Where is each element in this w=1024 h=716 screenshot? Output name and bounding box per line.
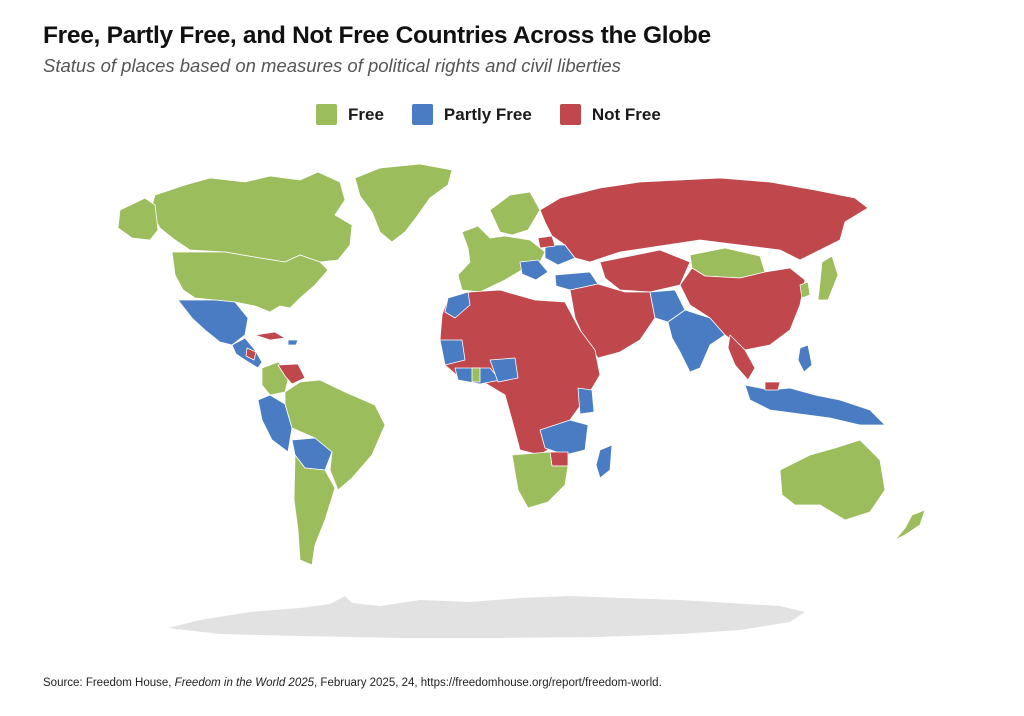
- source-suffix: , February 2025, 24, https://freedomhous…: [314, 677, 662, 689]
- argentina-chile: [293, 454, 336, 566]
- united-states: [171, 251, 329, 313]
- legend-label-free: Free: [348, 104, 384, 124]
- chart-subtitle: Status of places based on measures of po…: [43, 55, 621, 76]
- madagascar: [595, 444, 613, 479]
- western-europe: [457, 225, 546, 293]
- zimbabwe: [549, 451, 569, 467]
- canada: [149, 171, 353, 263]
- new-zealand: [894, 509, 926, 541]
- cuba: [254, 331, 286, 341]
- greenland: [354, 163, 453, 243]
- kenya: [577, 387, 595, 415]
- eastern-europe-partly: [519, 259, 549, 281]
- south-korea: [799, 281, 811, 299]
- venezuela: [277, 363, 306, 385]
- legend: Free Partly Free Not Free: [316, 104, 689, 125]
- indonesia: [744, 384, 886, 426]
- source-prefix: Source: Freedom House,: [43, 677, 175, 689]
- alaska: [117, 197, 159, 241]
- chart-title: Free, Partly Free, and Not Free Countrie…: [43, 22, 711, 49]
- brazil: [284, 379, 386, 491]
- belarus: [537, 235, 556, 249]
- morocco: [444, 291, 471, 319]
- scandinavia: [489, 191, 541, 236]
- ghana: [471, 367, 481, 383]
- mexico: [177, 299, 249, 346]
- caribbean: [287, 339, 299, 346]
- antarctica: [168, 596, 805, 638]
- ukraine-region: [544, 244, 576, 266]
- legend-swatch-partly-free: [411, 104, 433, 125]
- india: [667, 309, 726, 373]
- legend-label-not-free: Not Free: [591, 104, 661, 124]
- japan: [817, 255, 839, 301]
- legend-item-not-free: Not Free: [559, 104, 661, 125]
- east-africa-partly: [539, 419, 589, 456]
- source-note: Source: Freedom House, Freedom in the Wo…: [43, 677, 662, 689]
- legend-label-partly-free: Partly Free: [443, 104, 532, 124]
- legend-item-partly-free: Partly Free: [411, 104, 532, 125]
- ecuador-peru: [257, 394, 293, 453]
- world-map: [117, 163, 926, 638]
- malaysia: [764, 381, 781, 391]
- southern-africa: [511, 451, 569, 509]
- legend-swatch-free: [316, 104, 337, 125]
- sahel-partly: [439, 339, 466, 366]
- nigeria: [489, 357, 519, 383]
- russia: [539, 177, 869, 263]
- source-publication: Freedom in the World 2025: [174, 677, 315, 689]
- legend-item-free: Free: [316, 104, 384, 125]
- philippines: [797, 344, 813, 373]
- southeast-asia: [727, 334, 756, 381]
- australia: [779, 439, 886, 521]
- nicaragua: [245, 347, 257, 361]
- central-asia: [599, 249, 691, 293]
- legend-swatch-not-free: [559, 104, 581, 125]
